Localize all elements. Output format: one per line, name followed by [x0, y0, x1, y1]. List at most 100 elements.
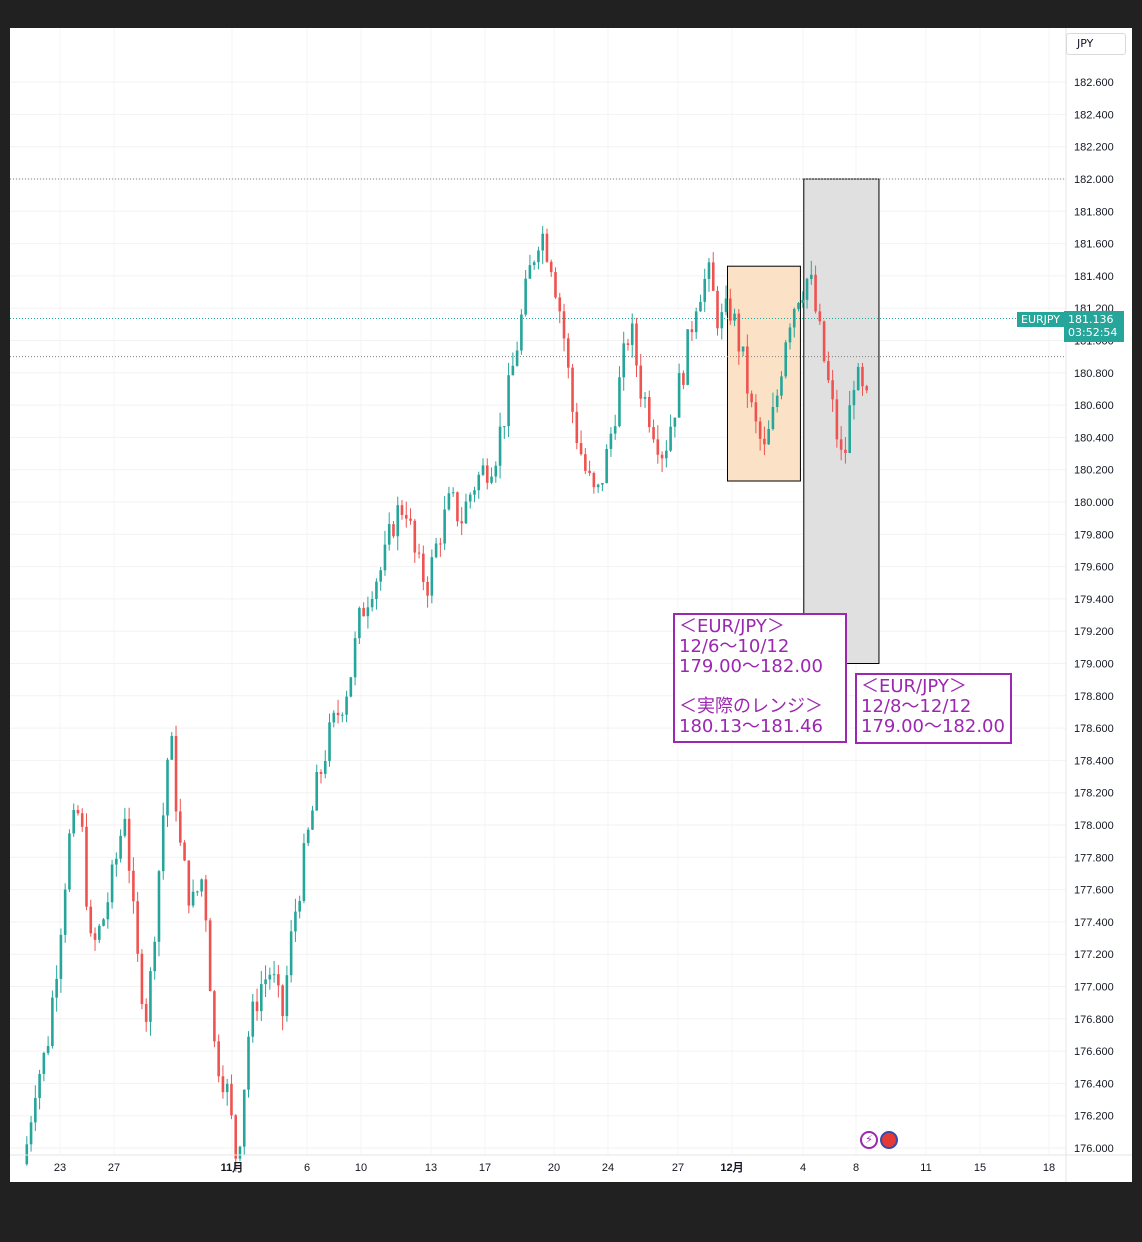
- candle-body: [498, 426, 502, 466]
- candle-body: [609, 433, 613, 449]
- candle-body: [447, 493, 451, 510]
- annotation-box-2-line: 12/8～12/12: [861, 696, 972, 717]
- y-tick-label: 176.000: [1074, 1143, 1114, 1155]
- y-tick-label: 180.400: [1074, 432, 1114, 444]
- candle-body: [579, 443, 583, 455]
- y-tick-label: 178.400: [1074, 755, 1114, 767]
- candles: [25, 226, 869, 1172]
- candlestick-chart[interactable]: 176.000 176.200 176.400 176.600 176.800 177.0…: [10, 28, 1132, 1182]
- candle-body: [460, 521, 463, 524]
- candle-body: [758, 421, 762, 439]
- candle-body: [191, 891, 195, 906]
- candle-body: [174, 735, 178, 812]
- y-tick-label: 179.600: [1074, 562, 1114, 574]
- candle-body: [38, 1073, 41, 1099]
- y-tick-label: 179.000: [1074, 659, 1114, 671]
- y-tick-label: 181.400: [1074, 271, 1114, 283]
- candle-body: [703, 278, 707, 302]
- annotation-box-1-line: 179.00～182.00: [679, 656, 823, 677]
- annotation-box-2[interactable]: ＜EUR/JPY＞ 12/8～12/12 179.00～182.00: [855, 673, 1012, 744]
- x-axis-ticks: 23 27 11月 6 10 13 17 20 24 27 12月 4 8 11 15 18: [54, 1161, 1055, 1174]
- candle-body: [665, 450, 668, 459]
- candle-body: [306, 829, 310, 844]
- candle-body: [387, 524, 391, 545]
- x-tick-label: 24: [602, 1162, 614, 1174]
- candle-body: [541, 233, 545, 251]
- candle-body: [630, 323, 634, 345]
- candle-body: [626, 343, 630, 345]
- x-tick-label: 11月: [221, 1161, 244, 1174]
- price-tag-price: 181.136: [1068, 313, 1114, 326]
- y-tick-label: 181.600: [1074, 239, 1114, 251]
- candle-body: [464, 501, 468, 524]
- candle-body: [392, 524, 395, 537]
- y-tick-label: 176.800: [1074, 1014, 1114, 1026]
- candle-body: [93, 933, 97, 940]
- candle-body: [89, 906, 93, 934]
- x-tick-label: 20: [548, 1162, 560, 1174]
- current-price-tag: EURJPY 181.136 03:52:54: [1017, 311, 1124, 342]
- candle-body: [801, 299, 805, 304]
- y-tick-label: 178.000: [1074, 820, 1114, 832]
- candle-body: [323, 761, 327, 774]
- candle-body: [349, 677, 353, 697]
- candle-body: [370, 599, 374, 608]
- candle-body: [754, 402, 758, 422]
- y-tick-label: 177.000: [1074, 982, 1114, 994]
- candle-body: [332, 712, 336, 723]
- candle-body: [242, 1089, 246, 1147]
- candle-body: [234, 1115, 238, 1159]
- candle-body: [490, 476, 493, 483]
- candle-body: [217, 1041, 220, 1077]
- candle-body: [260, 984, 263, 1012]
- candle-body: [277, 974, 280, 986]
- candle-body: [238, 1146, 242, 1159]
- candle-body: [110, 864, 114, 903]
- candle-body: [379, 570, 382, 582]
- candle-body: [353, 638, 357, 678]
- candle-body: [247, 1036, 250, 1090]
- chart-panel[interactable]: 176.000 176.200 176.400 176.600 176.800 177.0…: [10, 28, 1132, 1182]
- range-boxes: [726, 178, 880, 664]
- y-tick-label: 177.600: [1074, 885, 1114, 897]
- candle-body: [213, 991, 216, 1042]
- candle-body: [775, 395, 779, 408]
- currency-label[interactable]: JPY: [1066, 33, 1126, 55]
- candle-body: [694, 311, 698, 333]
- y-tick-label: 177.400: [1074, 917, 1114, 929]
- y-tick-label: 176.400: [1074, 1078, 1114, 1090]
- candle-body: [345, 696, 348, 715]
- candle-body: [660, 454, 664, 459]
- candle-body: [720, 312, 724, 329]
- candle-body: [281, 985, 284, 1017]
- price-tag-countdown: 03:52:54: [1068, 326, 1118, 339]
- lightning-icon[interactable]: ⚡: [860, 1131, 878, 1149]
- candle-body: [635, 323, 638, 366]
- candle-body: [42, 1052, 46, 1074]
- horizontal-lines: [10, 178, 1066, 358]
- candle-body: [68, 833, 71, 890]
- candle-body: [618, 377, 621, 427]
- candle-body: [584, 454, 587, 471]
- annotation-box-2-line: 179.00～182.00: [861, 716, 1005, 737]
- candle-body: [149, 971, 152, 1022]
- candle-body: [503, 426, 506, 428]
- candle-body: [102, 919, 105, 926]
- candle-body: [157, 871, 161, 942]
- candle-body: [741, 346, 745, 352]
- candle-body: [724, 298, 728, 313]
- economic-event-icon[interactable]: [880, 1131, 898, 1149]
- candle-body: [315, 772, 319, 811]
- annotation-box-1-line: ＜実際のレンジ＞: [679, 696, 823, 717]
- candle-body: [34, 1098, 37, 1123]
- x-tick-label: 15: [974, 1162, 986, 1174]
- candle-body: [123, 818, 127, 836]
- y-tick-label: 178.800: [1074, 691, 1114, 703]
- candle-body: [383, 544, 387, 571]
- candle-body: [652, 427, 655, 440]
- candle-body: [839, 439, 843, 450]
- candle-body: [780, 376, 783, 396]
- candle-body: [792, 309, 796, 328]
- candle-body: [404, 514, 408, 519]
- annotation-box-1[interactable]: ＜EUR/JPY＞ 12/6～10/12 179.00～182.00 ＜実際のレンジ…: [673, 613, 847, 743]
